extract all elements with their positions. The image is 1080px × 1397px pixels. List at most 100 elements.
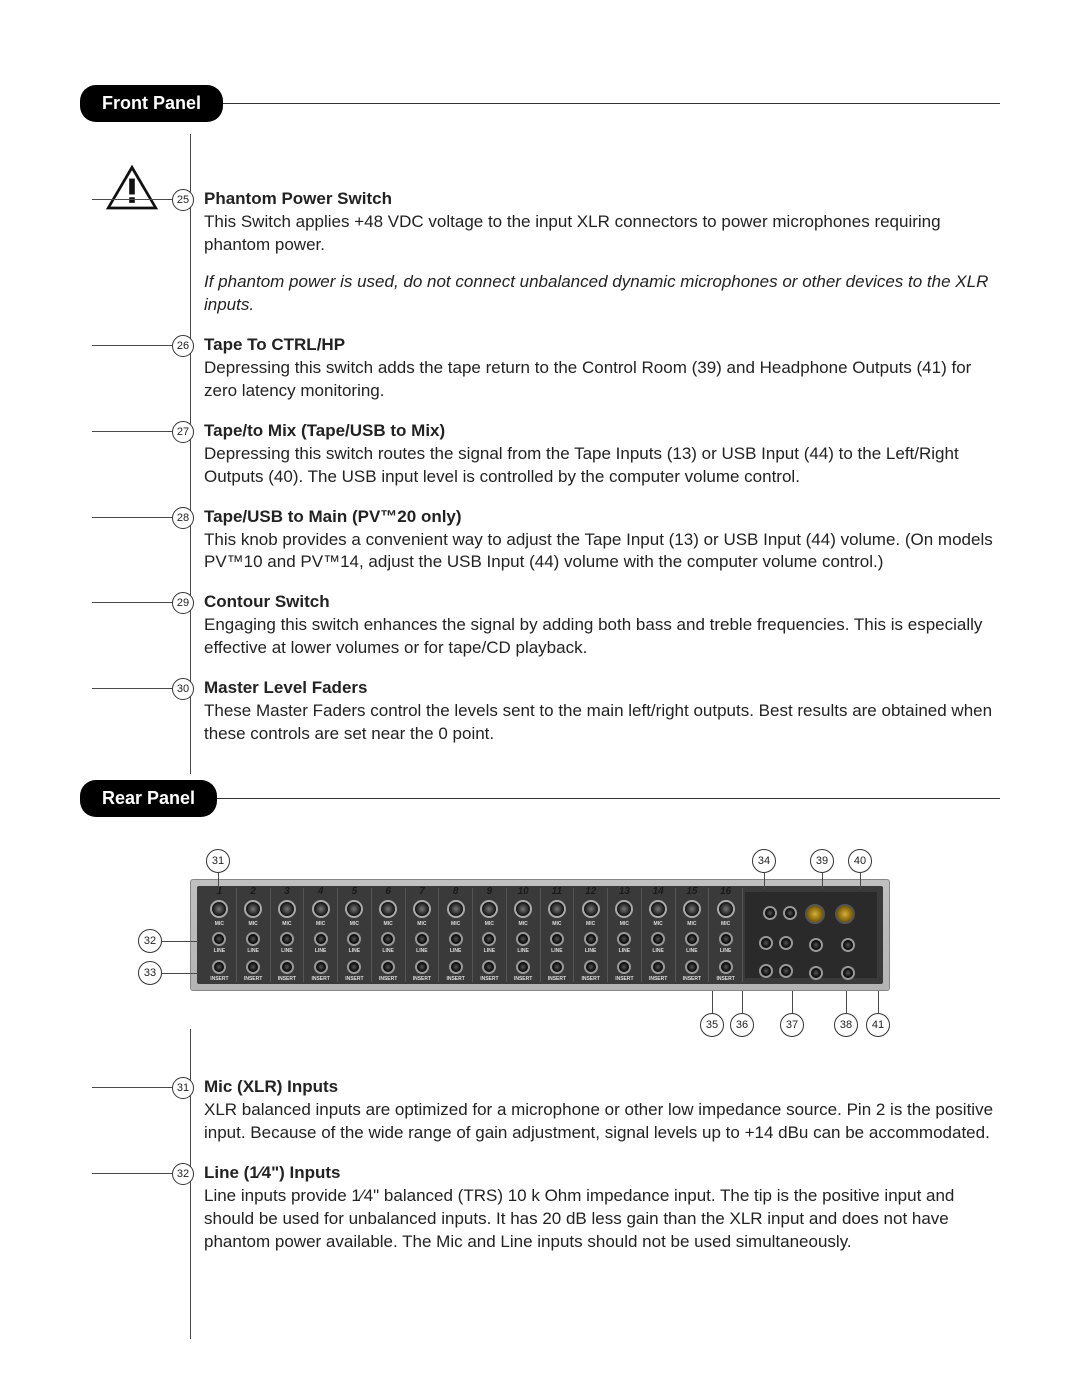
jack-label: LINE (541, 948, 574, 954)
xlr-output-icon (835, 904, 855, 924)
xlr-jack-icon (447, 900, 465, 918)
channel-number: 16 (709, 886, 742, 897)
jack-label: LINE (203, 948, 236, 954)
insert-jack-icon (280, 960, 294, 974)
xlr-jack-icon (312, 900, 330, 918)
callout-number: 28 (172, 507, 194, 529)
callout-line (712, 991, 713, 1013)
callout-number: 33 (138, 961, 162, 985)
xlr-jack-icon (379, 900, 397, 918)
output-jack-icon (763, 906, 777, 920)
item-title: Mic (XLR) Inputs (204, 1077, 338, 1096)
channel-strip: 1MICLINEINSERT (203, 888, 237, 982)
jack-label: MIC (574, 921, 607, 927)
line-jack-icon (719, 932, 733, 946)
callout-number: 31 (206, 849, 230, 873)
jack-label: MIC (642, 921, 675, 927)
channel-number: 4 (304, 886, 337, 897)
callout-number: 27 (172, 421, 194, 443)
channel-number: 5 (338, 886, 371, 897)
xlr-jack-icon (278, 900, 296, 918)
jack-label: INSERT (304, 976, 337, 982)
xlr-jack-icon (210, 900, 228, 918)
jack-label: MIC (271, 921, 304, 927)
line-jack-icon (482, 932, 496, 946)
item-body: Line inputs provide 1⁄4" balanced (TRS) … (204, 1185, 1000, 1254)
callout-line (792, 991, 793, 1013)
callout-number: 41 (866, 1013, 890, 1037)
xlr-jack-icon (649, 900, 667, 918)
callout-number: 25 (172, 189, 194, 211)
xlr-jack-icon (615, 900, 633, 918)
callout-line (218, 873, 219, 889)
rear-panel-content: 1MICLINEINSERT2MICLINEINSERT3MICLINEINSE… (80, 829, 1000, 1254)
feature-item: 31Mic (XLR) InputsXLR balanced inputs ar… (190, 1077, 1000, 1145)
item-title: Master Level Faders (204, 678, 367, 697)
jack-label: LINE (237, 948, 270, 954)
jack-label: INSERT (676, 976, 709, 982)
channel-number: 1 (203, 886, 236, 897)
channel-strip: 16MICLINEINSERT (709, 888, 743, 982)
line-jack-icon (314, 932, 328, 946)
jack-label: MIC (372, 921, 405, 927)
channel-strip: 5MICLINEINSERT (338, 888, 372, 982)
output-section (745, 892, 877, 978)
callout-number: 37 (780, 1013, 804, 1037)
channel-number: 9 (473, 886, 506, 897)
xlr-jack-icon (582, 900, 600, 918)
jack-label: MIC (541, 921, 574, 927)
callout-number: 40 (848, 849, 872, 873)
callout-number: 32 (172, 1163, 194, 1185)
line-jack-icon (584, 932, 598, 946)
line-jack-icon (516, 932, 530, 946)
insert-jack-icon (719, 960, 733, 974)
insert-jack-icon (415, 960, 429, 974)
jack-label: INSERT (473, 976, 506, 982)
insert-jack-icon (449, 960, 463, 974)
channel-strip: 4MICLINEINSERT (304, 888, 338, 982)
xlr-jack-icon (683, 900, 701, 918)
jack-label: INSERT (608, 976, 641, 982)
channel-strip: 6MICLINEINSERT (372, 888, 406, 982)
insert-jack-icon (685, 960, 699, 974)
channel-strip: 3MICLINEINSERT (271, 888, 305, 982)
jack-label: MIC (338, 921, 371, 927)
jack-label: MIC (406, 921, 439, 927)
front-panel-header: Front Panel (80, 85, 1000, 122)
xlr-output-icon (805, 904, 825, 924)
jack-label: MIC (473, 921, 506, 927)
feature-item: 30Master Level FadersThese Master Faders… (190, 678, 1000, 746)
item-body: Depressing this switch adds the tape ret… (204, 357, 1000, 403)
jack-label: INSERT (507, 976, 540, 982)
channel-strip: 13MICLINEINSERT (608, 888, 642, 982)
item-body: Engaging this switch enhances the signal… (204, 614, 1000, 660)
jack-label: MIC (676, 921, 709, 927)
jack-label: LINE (271, 948, 304, 954)
line-jack-icon (550, 932, 564, 946)
line-jack-icon (212, 932, 226, 946)
channel-number: 11 (541, 886, 574, 897)
line-jack-icon (246, 932, 260, 946)
feature-item: 27Tape/to Mix (Tape/USB to Mix)Depressin… (190, 421, 1000, 489)
line-jack-icon (617, 932, 631, 946)
jack-label: LINE (338, 948, 371, 954)
jack-label: INSERT (642, 976, 675, 982)
jack-label: INSERT (709, 976, 742, 982)
insert-jack-icon (516, 960, 530, 974)
insert-jack-icon (617, 960, 631, 974)
channel-number: 12 (574, 886, 607, 897)
rear-panel-items: 31Mic (XLR) InputsXLR balanced inputs ar… (80, 1077, 1000, 1254)
callout-line (162, 973, 198, 974)
callout-number: 31 (172, 1077, 194, 1099)
xlr-jack-icon (345, 900, 363, 918)
output-jack-icon (759, 936, 773, 950)
output-jack-icon (809, 938, 823, 952)
channel-strip: 7MICLINEINSERT (406, 888, 440, 982)
callout-number: 38 (834, 1013, 858, 1037)
xlr-jack-icon (244, 900, 262, 918)
front-panel-content: 25Phantom Power SwitchThis Switch applie… (80, 134, 1000, 774)
jack-label: MIC (608, 921, 641, 927)
feature-item: 28Tape/USB to Main (PV™20 only)This knob… (190, 507, 1000, 575)
jack-label: LINE (608, 948, 641, 954)
feature-item: 29Contour SwitchEngaging this switch enh… (190, 592, 1000, 660)
